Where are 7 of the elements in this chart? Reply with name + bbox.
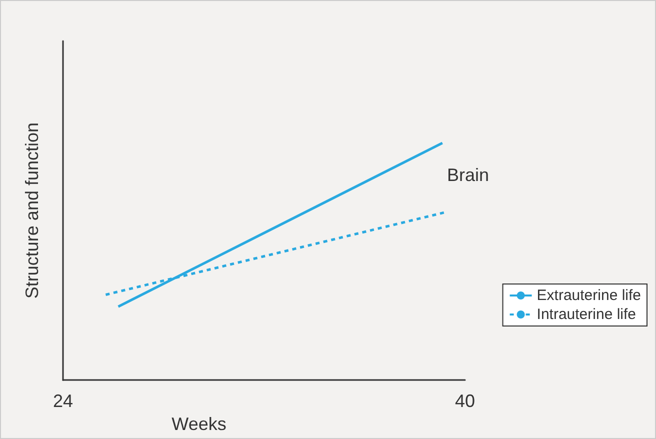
x-axis-title: Weeks: [172, 414, 226, 434]
legend-label: Intrauterine life: [536, 306, 636, 323]
x-tick-label: 40: [454, 391, 476, 412]
x-tick-label: 24: [52, 391, 74, 412]
annotation: Brain: [447, 165, 490, 185]
legend-label: Extrauterine life: [536, 287, 641, 304]
y-axis-title: Structure and function: [22, 122, 42, 299]
